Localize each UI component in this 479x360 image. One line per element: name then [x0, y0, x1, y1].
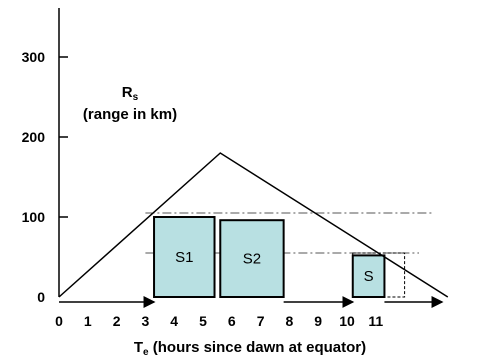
- x-axis-title-rest: (hours since dawn at equator): [149, 339, 367, 356]
- x-tick-label-2: 2: [113, 313, 121, 329]
- box-label-s1: S1: [175, 249, 193, 266]
- x-tick-label-8: 8: [286, 313, 294, 329]
- x-tick-label-9: 9: [314, 313, 322, 329]
- y-tick-label-100: 100: [22, 209, 46, 225]
- x-tick-label-1: 1: [84, 313, 92, 329]
- x-tick-label-5: 5: [199, 313, 207, 329]
- box-label-s: S: [364, 268, 374, 285]
- x-tick-label-3: 3: [142, 313, 150, 329]
- x-axis-title-subscript: e: [143, 347, 149, 358]
- x-tick-label-6: 6: [228, 313, 236, 329]
- y-axis-title-subscript: s: [133, 92, 139, 103]
- y-tick-label-0: 0: [37, 289, 45, 305]
- y-axis-title-line2: (range in km): [83, 106, 177, 123]
- y-axis-title: Rs: [122, 84, 139, 103]
- box-label-s2: S2: [243, 251, 261, 268]
- x-tick-label-11: 11: [368, 313, 383, 329]
- box-s: [351, 254, 386, 298]
- y-axis-title-main: R: [122, 84, 133, 101]
- x-axis-title: Te (hours since dawn at equator): [134, 339, 366, 358]
- x-tick-label-4: 4: [170, 313, 178, 329]
- x-tick-label-0: 0: [55, 313, 63, 329]
- y-tick-label-200: 200: [22, 129, 46, 145]
- x-axis-title-main: T: [134, 339, 143, 356]
- x-tick-label-10: 10: [339, 313, 355, 329]
- box-s1: [153, 216, 216, 298]
- y-tick-label-300: 300: [22, 49, 46, 65]
- x-tick-label-7: 7: [257, 313, 265, 329]
- range-envelope-line: [58, 152, 449, 298]
- chart-marks: S1 S2 S 0 100 200 300 0 1 2 3 4 5 6 7 8 9 10 11: [22, 8, 449, 329]
- box-s2: [219, 219, 285, 298]
